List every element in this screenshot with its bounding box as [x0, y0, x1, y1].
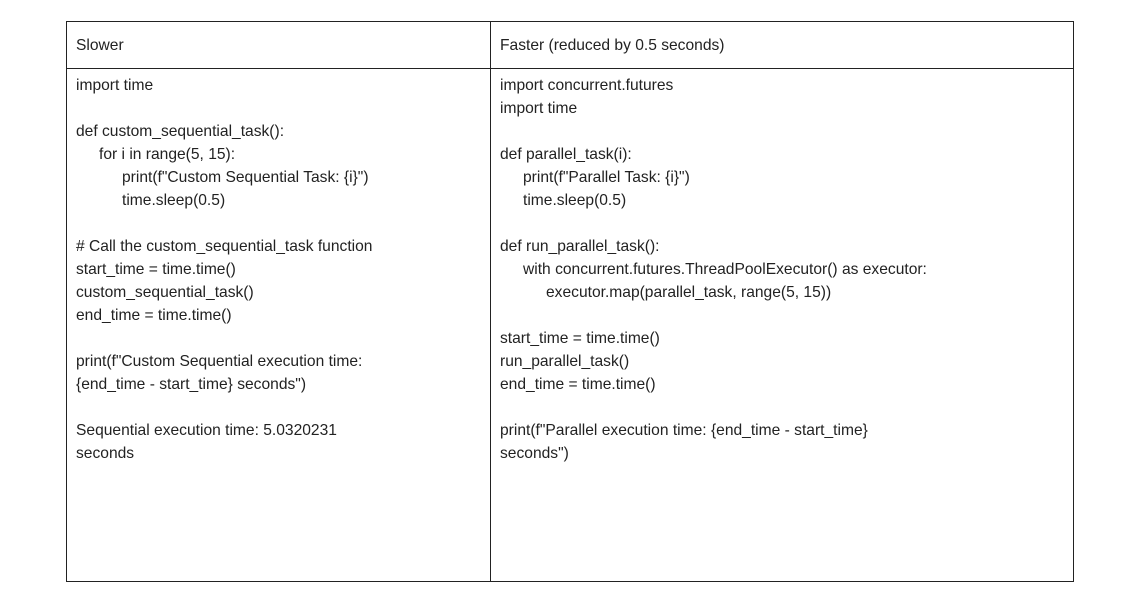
blank-line	[76, 396, 490, 419]
code-line: def run_parallel_task():	[500, 238, 660, 255]
code-line: import time	[500, 100, 578, 117]
blank-line	[500, 304, 1073, 327]
code-comment: # Call the custom_sequential_task functi…	[76, 238, 373, 255]
execution-result: Sequential execution time: 5.0320231	[76, 422, 337, 439]
code-line: print(f"Parallel Task: {i}")	[523, 169, 690, 186]
code-line: print(f"Custom Sequential Task: {i}")	[122, 169, 369, 186]
header-row: Slower Faster (reduced by 0.5 seconds)	[66, 21, 1074, 69]
code-line: run_parallel_task()	[500, 353, 630, 370]
code-line: end_time = time.time()	[500, 376, 656, 393]
code-line: start_time = time.time()	[76, 261, 236, 278]
faster-code-cell: import concurrent.futures import time de…	[490, 68, 1074, 582]
blank-line	[500, 396, 1073, 419]
blank-line	[76, 327, 490, 350]
code-line: start_time = time.time()	[500, 330, 660, 347]
code-line: time.sleep(0.5)	[122, 192, 226, 209]
execution-result: seconds	[76, 445, 135, 462]
code-line: import concurrent.futures	[500, 77, 674, 94]
code-line: for i in range(5, 15):	[99, 146, 236, 163]
code-line: time.sleep(0.5)	[523, 192, 627, 209]
code-line: with concurrent.futures.ThreadPoolExecut…	[523, 261, 927, 278]
blank-line	[76, 97, 490, 120]
code-line: {end_time - start_time} seconds")	[76, 376, 307, 393]
code-row: import time def custom_sequential_task()…	[66, 68, 1074, 582]
slower-code-cell: import time def custom_sequential_task()…	[66, 68, 491, 582]
blank-line	[500, 212, 1073, 235]
code-line: print(f"Custom Sequential execution time…	[76, 353, 363, 370]
header-slower: Slower	[66, 21, 491, 69]
code-line: seconds")	[500, 445, 569, 462]
code-line: import time	[76, 77, 154, 94]
code-line: def custom_sequential_task():	[76, 123, 285, 140]
code-line: custom_sequential_task()	[76, 284, 254, 301]
code-line: print(f"Parallel execution time: {end_ti…	[500, 422, 868, 439]
code-line: def parallel_task(i):	[500, 146, 632, 163]
comparison-table: Slower Faster (reduced by 0.5 seconds) i…	[66, 21, 1074, 582]
blank-line	[76, 212, 490, 235]
code-line: executor.map(parallel_task, range(5, 15)…	[546, 284, 832, 301]
header-faster: Faster (reduced by 0.5 seconds)	[490, 21, 1074, 69]
blank-line	[500, 120, 1073, 143]
code-line: end_time = time.time()	[76, 307, 232, 324]
